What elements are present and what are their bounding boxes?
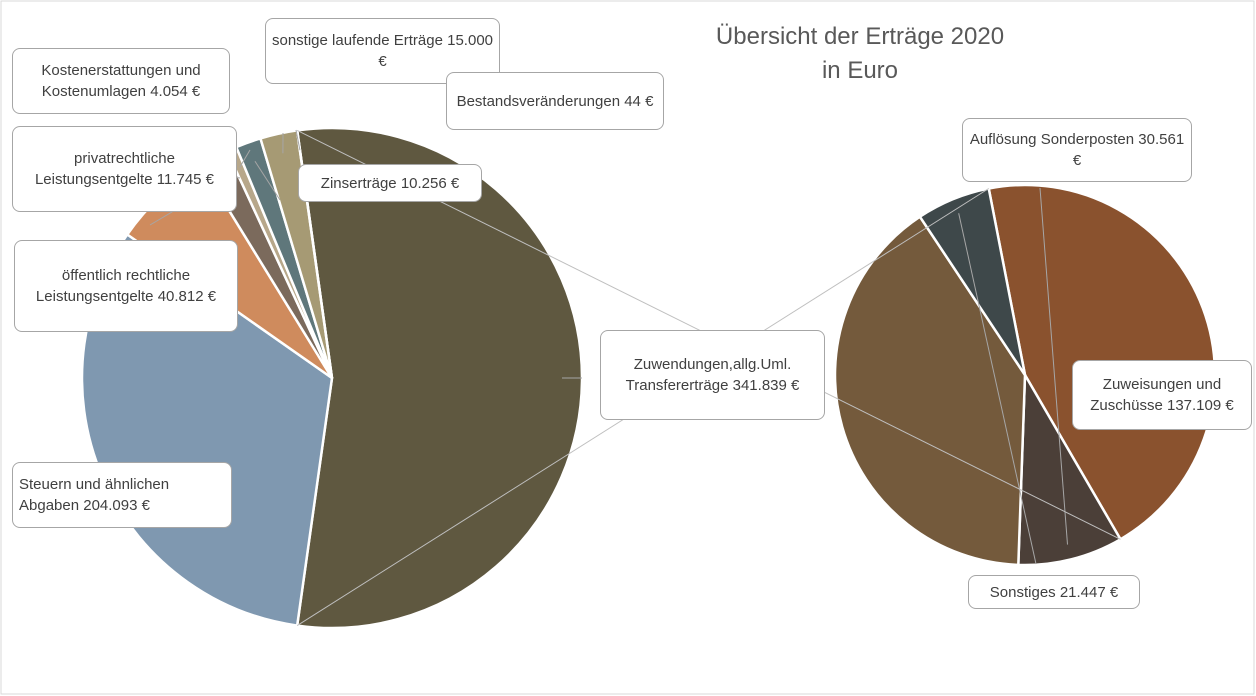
label-text: Sonstiges 21.447 €	[990, 582, 1118, 603]
label-text: Steuern und ähnlichen Abgaben 204.093 €	[19, 474, 225, 516]
label-name: Auflösung Sonderposten	[969, 131, 1135, 148]
label-text: sonstige laufende Erträge 15.000 €	[272, 30, 493, 72]
leader-line	[149, 210, 175, 226]
data-label: Zuwendungen,allg.Uml. Transfererträge 34…	[600, 330, 825, 420]
data-label: Steuern und ähnlichen Abgaben 204.093 €	[12, 462, 232, 528]
label-value: 137.109 €	[1166, 397, 1234, 414]
data-label: Bestandsveränderungen 44 €	[446, 72, 664, 130]
chart-title: Übersicht der Erträge 2020	[715, 23, 1005, 50]
pie-slice	[295, 126, 584, 630]
data-label: öffentlich rechtliche Leistungsentgelte …	[14, 240, 238, 332]
data-label: Zuweisungen und Zuschüsse 137.109 €	[1072, 360, 1252, 430]
chart-subtitle: in Euro	[821, 57, 899, 84]
pie-slice	[1017, 370, 1123, 567]
label-text: Auflösung Sonderposten 30.561 €	[969, 129, 1185, 171]
label-value: 204.093 €	[83, 497, 150, 514]
data-label: Sonstiges 21.447 €	[968, 575, 1140, 609]
data-label: Auflösung Sonderposten 30.561 €	[962, 118, 1192, 182]
label-value: 40.812 €	[157, 288, 217, 305]
label-name: Steuern und ähnlichen Abgaben	[19, 476, 170, 514]
label-value: 4.054 €	[150, 83, 201, 100]
label-name: Sonstiges	[989, 583, 1056, 601]
leader-line	[239, 149, 251, 168]
label-name: Zuweisungen und Zuschüsse	[1090, 376, 1222, 414]
leader-line	[1039, 187, 1068, 545]
label-value: 30.561 €	[1072, 131, 1185, 169]
data-label: Kostenerstattungen und Kostenumlagen 4.0…	[12, 48, 230, 114]
label-name: Bestandsveränderungen	[456, 92, 621, 110]
leader-line	[254, 161, 281, 201]
label-value: 15.000 €	[378, 32, 494, 70]
label-text: Kostenerstattungen und Kostenumlagen 4.0…	[19, 60, 223, 102]
label-value: 11.745 €	[156, 171, 215, 188]
label-name: Zuwendungen,allg.Uml. Transfererträge	[625, 356, 792, 394]
label-text: Bestandsveränderungen 44 €	[457, 91, 654, 112]
label-value: 10.256 €	[400, 174, 460, 192]
data-label: privatrechtliche Leistungsentgelte 11.74…	[12, 126, 237, 212]
label-text: privatrechtliche Leistungsentgelte 11.74…	[19, 148, 230, 190]
label-text: Zuwendungen,allg.Uml. Transfererträge 34…	[607, 354, 818, 396]
leader-line	[958, 213, 1037, 565]
label-name: privatrechtliche Leistungsentgelte	[34, 150, 175, 188]
leader-line	[295, 129, 301, 151]
label-text: Zinserträge 10.256 €	[321, 173, 459, 194]
label-text: Zuweisungen und Zuschüsse 137.109 €	[1079, 374, 1245, 416]
label-name: sonstige laufende Erträge	[272, 32, 443, 49]
label-value: 341.839 €	[732, 377, 800, 394]
title-block: Übersicht der Erträge 2020 in Euro	[640, 20, 1080, 88]
label-value: 21.447 €	[1059, 583, 1119, 601]
label-name: Zinserträge	[320, 174, 397, 192]
label-value: 44 €	[624, 92, 654, 110]
label-text: öffentlich rechtliche Leistungsentgelte …	[21, 265, 231, 307]
label-name: Kostenerstattungen und Kostenumlagen	[41, 62, 201, 100]
data-label: Zinserträge 10.256 €	[298, 164, 482, 202]
label-name: öffentlich rechtliche Leistungsentgelte	[35, 267, 191, 305]
